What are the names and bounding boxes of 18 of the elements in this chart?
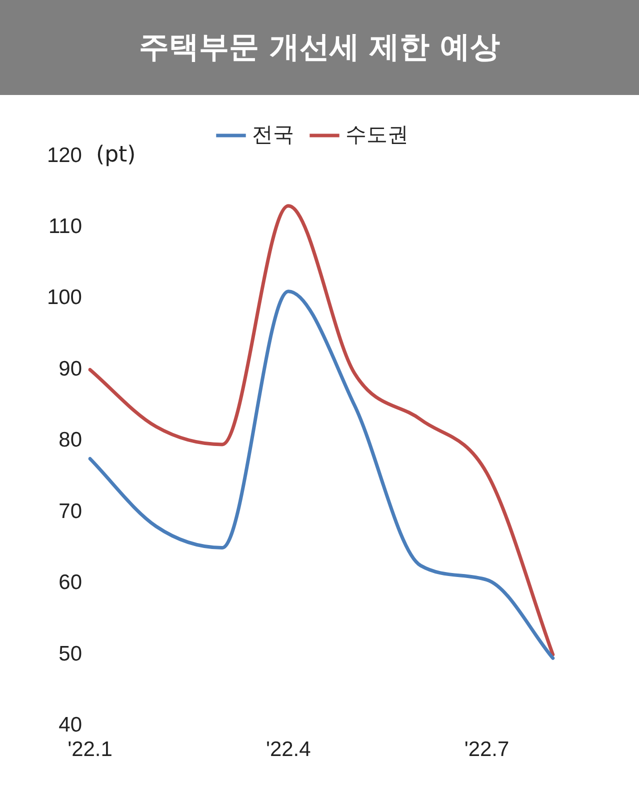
y-axis-title: (pt) — [96, 142, 136, 168]
y-tick-label: 120 — [46, 144, 82, 167]
y-tick-label: 50 — [58, 642, 82, 666]
y-tick-label: 40 — [58, 714, 82, 737]
x-tick-label: '22.4 — [266, 738, 312, 762]
x-tick-label: '22.7 — [464, 738, 510, 762]
x-tick-label: '22.1 — [68, 738, 112, 762]
y-tick-label: 70 — [58, 500, 82, 523]
y-tick-label: 110 — [48, 215, 82, 238]
y-tick-label: 80 — [58, 428, 82, 452]
y-tick-label: 60 — [58, 571, 82, 594]
line-series — [88, 290, 555, 660]
y-tick-label: 90 — [58, 357, 82, 380]
y-tick-label: 100 — [46, 286, 82, 310]
line-series — [88, 204, 555, 656]
legend-label: 수도권 — [346, 123, 408, 146]
legend-label: 전국 — [252, 123, 294, 146]
chart-title: 주택부문 개선세 제한 예상 — [0, 0, 639, 95]
